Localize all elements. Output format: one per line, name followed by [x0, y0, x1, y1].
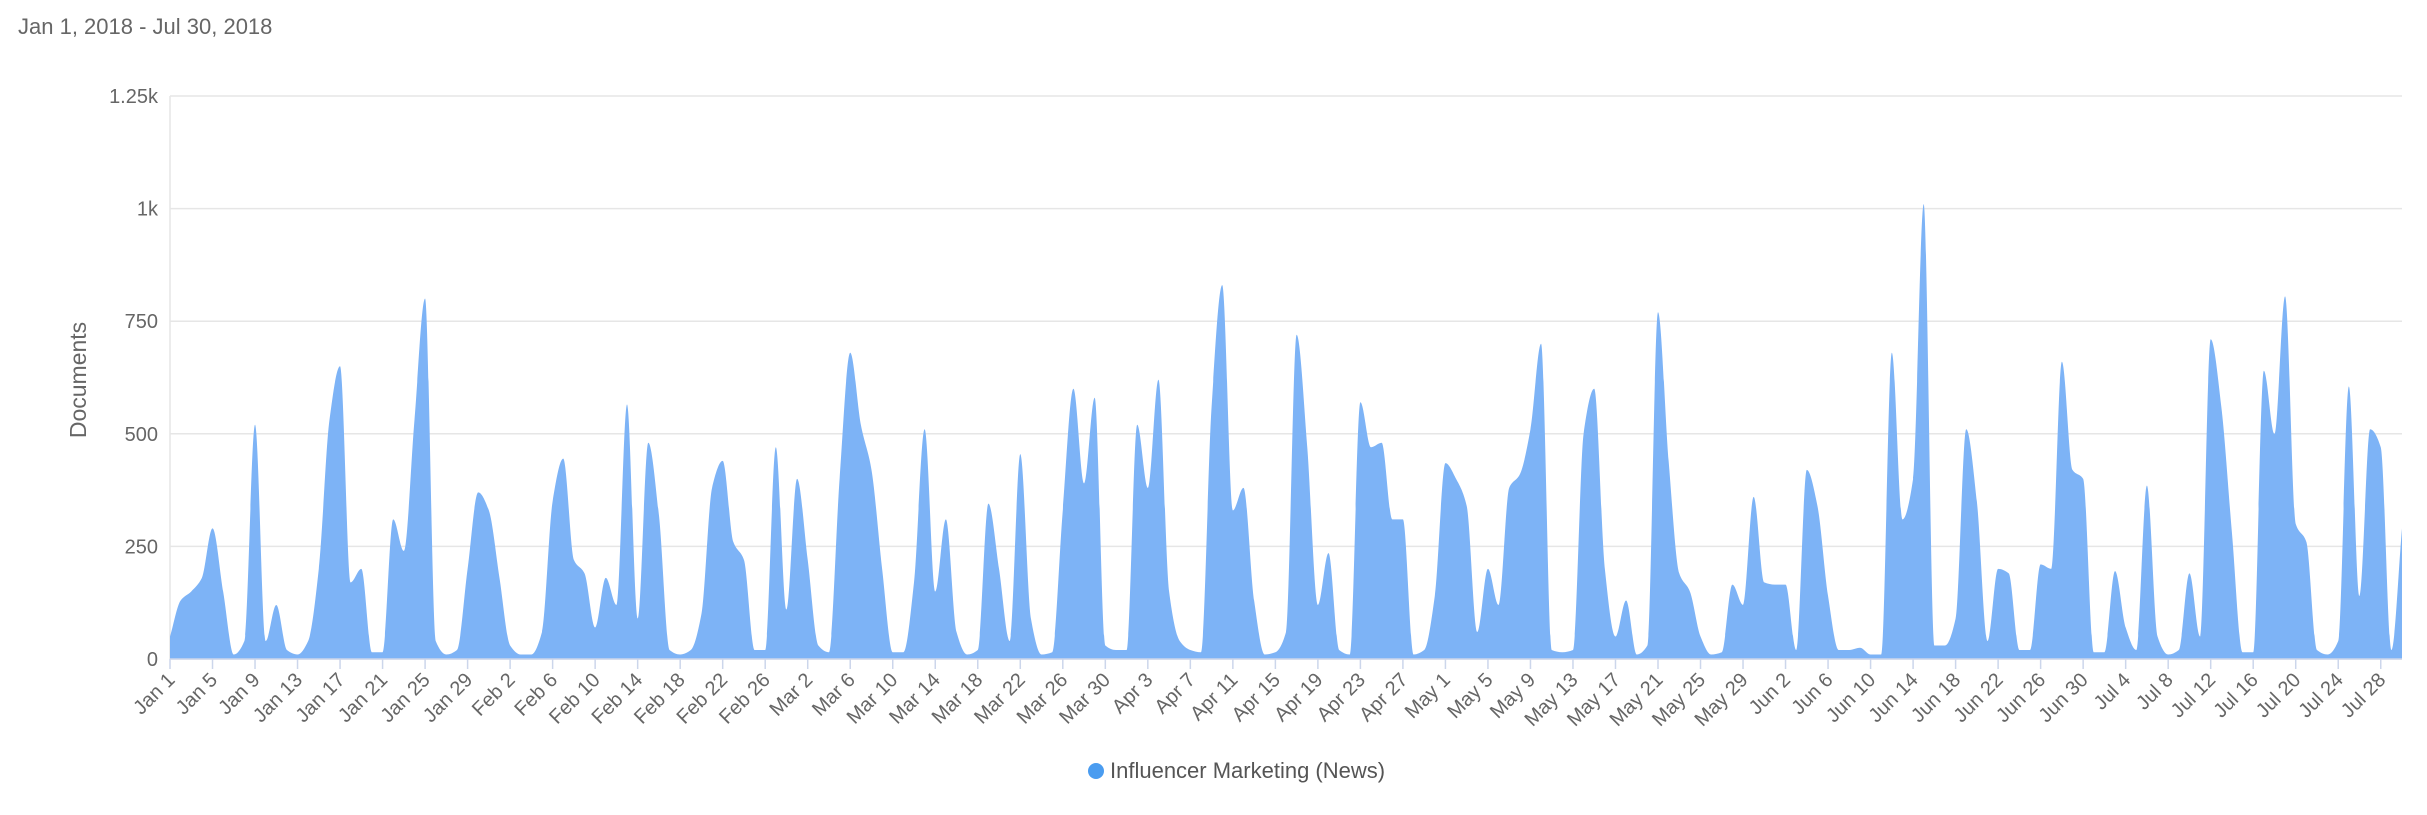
legend-label: Influencer Marketing (News) — [1110, 758, 1385, 783]
y-tick-label: 1k — [137, 199, 159, 221]
y-tick-label: 750 — [125, 311, 158, 333]
x-tick-label: Feb 2 — [468, 669, 520, 721]
x-tick-label: Jun 30 — [2035, 669, 2093, 727]
x-tick-label: Jul 20 — [2252, 669, 2305, 722]
x-tick-label: Jun 2 — [1745, 669, 1795, 719]
x-tick-label: Jan 1 — [129, 669, 179, 719]
x-tick-label: Jul 28 — [2337, 669, 2390, 722]
x-tick-label: Mar 2 — [766, 669, 818, 721]
x-tick-label: May 1 — [1401, 669, 1455, 723]
x-tick-label: Jul 16 — [2209, 669, 2262, 722]
y-tick-label: 0 — [147, 649, 158, 671]
x-tick-label: Jan 5 — [172, 669, 222, 719]
date-range: Jan 1, 2018 - Jul 30, 2018 — [18, 14, 272, 39]
y-tick-label: 250 — [125, 536, 158, 558]
x-tick-label: Jul 24 — [2294, 669, 2347, 722]
x-tick-label: Apr 3 — [1108, 669, 1157, 718]
legend-item[interactable]: Influencer Marketing (News) — [1088, 758, 1385, 783]
area — [170, 204, 2402, 659]
legend-marker — [1088, 763, 1104, 779]
x-tick-label: May 5 — [1443, 669, 1497, 723]
x-tick-label: Jul 12 — [2167, 669, 2220, 722]
x-tick-label: Jul 4 — [2090, 669, 2135, 714]
y-tick-label: 500 — [125, 424, 158, 446]
x-tick-label: Apr 27 — [1355, 669, 1412, 726]
x-tick-label: Jan 29 — [419, 669, 477, 727]
y-tick-label: 1.25k — [109, 86, 159, 108]
y-axis-label: Documents — [65, 322, 91, 438]
